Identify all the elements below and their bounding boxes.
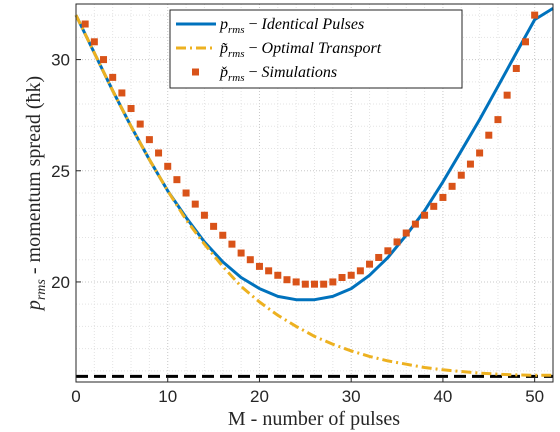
- simulation-point: [320, 280, 328, 288]
- series-line-optimal-transport: [74, 14, 553, 377]
- simulation-point: [210, 222, 218, 230]
- simulation-point: [356, 267, 364, 275]
- ticks: 0 10 20 30 40 50 20 25 30: [51, 51, 544, 406]
- simulation-point: [430, 202, 438, 210]
- simulation-point: [311, 280, 318, 288]
- simulation-point: [301, 280, 309, 288]
- simulation-point: [109, 73, 117, 81]
- simulation-point: [375, 253, 383, 261]
- x-tick-label: 30: [342, 387, 361, 406]
- legend-var: p̌: [219, 64, 228, 81]
- plot-frame: [75, 3, 554, 383]
- simulation-point: [228, 240, 236, 248]
- x-tick-label: 40: [433, 387, 452, 406]
- legend-sub: rms: [228, 72, 245, 84]
- simulation-point: [90, 38, 98, 46]
- legend-text: Optimal Transport: [262, 40, 382, 57]
- simulation-point: [265, 267, 273, 275]
- simulation-point: [338, 273, 346, 281]
- simulation-point: [200, 211, 208, 219]
- simulation-point: [466, 160, 474, 168]
- legend-sub: rms: [228, 48, 245, 60]
- x-tick-label: 0: [71, 387, 80, 406]
- legend-text: Simulations: [262, 64, 338, 81]
- y-tick-label: 20: [51, 273, 70, 292]
- simulation-point: [283, 276, 291, 284]
- legend-dash: −: [245, 40, 262, 57]
- simulation-point: [182, 189, 190, 197]
- simulation-point: [512, 64, 520, 72]
- simulation-point: [246, 256, 254, 264]
- x-tick-label: 50: [525, 387, 544, 406]
- legend-entry: p̌rms − Simulations: [192, 64, 337, 84]
- simulation-point: [457, 171, 465, 179]
- simulation-point: [219, 231, 227, 239]
- legend-var: p: [219, 16, 228, 33]
- x-tick-label: 20: [250, 387, 269, 406]
- x-axis-label: M - number of pulses: [228, 408, 400, 430]
- legend-text: Identical Pulses: [261, 16, 365, 33]
- simulation-point: [521, 38, 529, 46]
- legend-dash: −: [245, 64, 262, 81]
- legend-entry: prms − Identical Pulses: [176, 16, 364, 36]
- simulation-point: [237, 249, 245, 257]
- simulation-point: [127, 105, 135, 113]
- simulation-point: [164, 162, 172, 170]
- simulation-point: [448, 182, 456, 190]
- simulation-point: [384, 247, 392, 255]
- simulation-point: [421, 211, 429, 219]
- y-label-text: - momentum spread (ħk): [23, 76, 45, 279]
- simulation-point: [255, 262, 263, 270]
- legend-label: p̃rms − Optimal Transport: [219, 40, 382, 60]
- simulation-point: [393, 238, 401, 246]
- simulation-point: [145, 136, 153, 144]
- y-tick-label: 25: [51, 162, 70, 181]
- simulation-point: [411, 220, 419, 228]
- legend-label: prms − Identical Pulses: [219, 16, 364, 36]
- simulation-point: [173, 176, 181, 184]
- y-axis-label: prms - momentum spread (ħk): [23, 76, 49, 312]
- simulation-point: [439, 193, 447, 201]
- simulation-point: [476, 149, 484, 157]
- simulation-point: [485, 131, 493, 139]
- simulation-point: [118, 89, 126, 97]
- simulation-point: [100, 56, 108, 64]
- series-layer: [74, 7, 554, 378]
- legend-sub: rms: [228, 24, 245, 36]
- legend-box: [169, 9, 463, 89]
- y-label-sub: rms: [34, 279, 49, 301]
- simulation-point: [494, 116, 502, 124]
- simulation-point: [347, 271, 355, 279]
- simulation-point: [292, 278, 300, 286]
- simulation-point: [402, 229, 410, 237]
- simulation-point: [503, 91, 511, 99]
- legend-label: p̌rms − Simulations: [219, 64, 337, 84]
- simulation-point: [81, 20, 89, 28]
- y-label-var: p: [23, 300, 45, 312]
- simulation-point: [191, 200, 199, 208]
- legend-dash: −: [245, 16, 262, 33]
- legend-var: p̃: [219, 40, 228, 57]
- simulation-point: [366, 260, 374, 268]
- simulation-point: [329, 278, 337, 286]
- simulation-point: [274, 271, 282, 279]
- simulation-point: [136, 120, 144, 128]
- simulation-point: [531, 11, 539, 19]
- x-tick-label: 10: [158, 387, 177, 406]
- simulation-point: [155, 149, 163, 157]
- legend-swatch: [192, 68, 199, 76]
- y-tick-label: 30: [51, 51, 70, 70]
- legend-entry: p̃rms − Optimal Transport: [176, 40, 382, 60]
